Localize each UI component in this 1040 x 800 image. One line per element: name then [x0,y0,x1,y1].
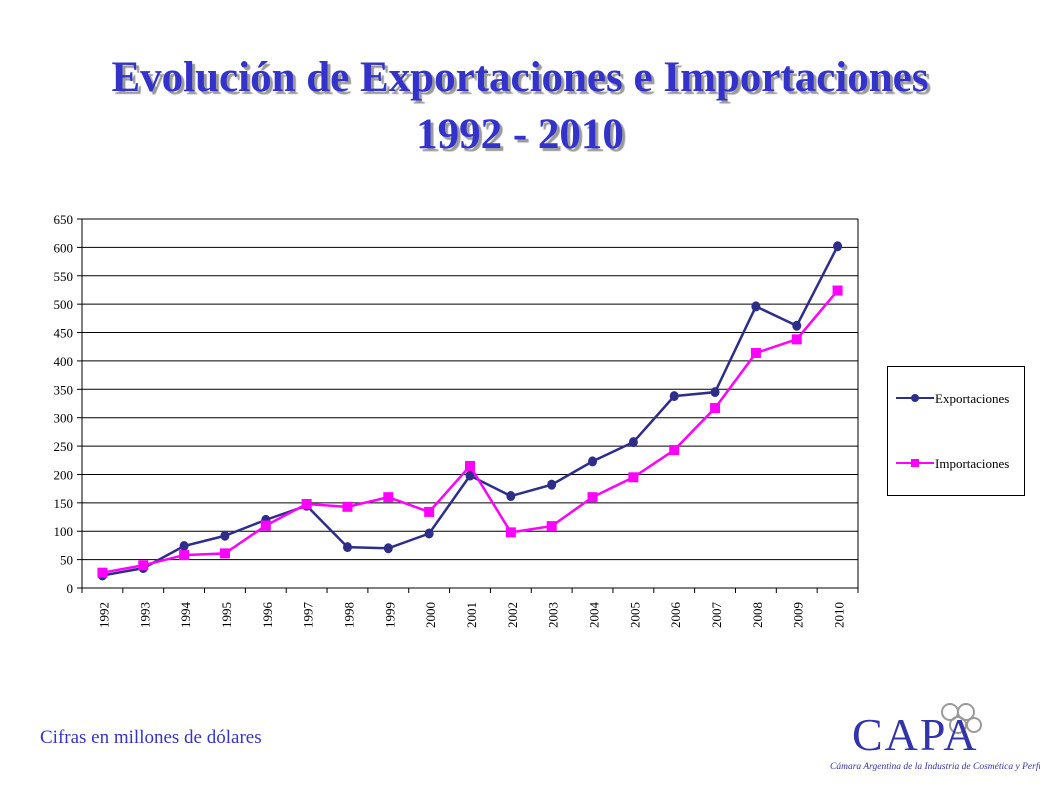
x-tick-label: 2002 [505,602,520,628]
point-exportaciones-2004 [588,456,598,467]
point-importaciones-2009 [791,334,802,345]
point-exportaciones-2005 [628,437,638,448]
x-tick-label: 2003 [546,602,561,628]
point-importaciones-2007 [710,403,721,414]
chart-legend: Exportaciones Importaciones [887,366,1025,496]
point-importaciones-1992 [97,567,108,578]
point-exportaciones-1998 [342,542,352,553]
y-tick-label: 650 [54,212,74,227]
point-importaciones-2002 [505,527,516,538]
x-tick-label: 1992 [96,602,111,628]
x-tick-label: 1993 [137,602,152,628]
y-tick-label: 600 [54,240,74,255]
point-exportaciones-2007 [710,387,720,398]
y-tick-label: 300 [54,411,74,426]
point-importaciones-2000 [424,506,435,517]
point-exportaciones-2008 [751,301,761,312]
point-importaciones-2004 [587,492,598,503]
legend-label-exportaciones: Exportaciones [935,391,1010,406]
y-tick-label: 150 [54,496,74,511]
y-tick-label: 400 [54,354,74,369]
y-tick-label: 450 [54,326,74,341]
x-tick-label: 2008 [750,602,765,628]
point-importaciones-2008 [750,347,761,358]
point-importaciones-2003 [546,521,557,532]
legend-marker-exportaciones [896,394,934,402]
y-tick-label: 250 [54,439,74,454]
y-tick-label: 500 [54,297,74,312]
x-tick-label: 1999 [382,602,397,628]
point-exportaciones-1995 [220,530,230,541]
legend-label-importaciones: Importaciones [935,456,1010,471]
x-tick-label: 1997 [301,602,316,629]
y-tick-label: 350 [54,382,74,397]
point-exportaciones-2003 [547,479,557,490]
x-tick-label: 2010 [832,602,847,628]
flower-icon [941,703,982,734]
y-tick-label: 100 [54,524,74,539]
point-importaciones-2001 [465,460,475,471]
chart-grid [81,218,859,589]
point-importaciones-2005 [628,472,639,483]
x-tick-label: 2009 [791,602,806,628]
point-exportaciones-2010 [833,241,843,252]
point-importaciones-1996 [260,520,271,531]
chart-series [97,241,843,581]
point-importaciones-1997 [301,498,312,509]
footnote-units: Cifras en millones de dólares [40,727,262,748]
x-axis-ticks: 1992 1993 1994 1995 1996 1997 1998 1999 2000 2001… [81,588,859,629]
y-tick-label: 0 [67,581,74,596]
series-line-exportaciones [102,245,839,577]
point-exportaciones-2001 [465,470,475,481]
point-exportaciones-1999 [383,543,393,554]
x-tick-label: 1994 [178,602,193,629]
chart-title-line1: Evolución de Exportaciones e Importacion… [111,54,929,101]
x-tick-label: 1995 [219,602,234,628]
chart-title-line2: 1992 - 2010 [416,111,624,158]
point-importaciones-1994 [179,550,190,561]
x-tick-label: 2000 [423,602,438,628]
y-axis-ticks: 0 50 100 150 200 250 300 350 400 450 500 550 600 650 [54,212,82,596]
point-exportaciones-2002 [506,491,516,502]
y-tick-label: 550 [54,269,74,284]
legend-item-importaciones: Importaciones [888,453,1026,473]
x-tick-label: 2006 [668,602,683,629]
x-tick-label: 1996 [260,602,275,629]
x-tick-label: 2004 [587,602,602,629]
point-importaciones-2006 [669,445,680,456]
point-importaciones-1998 [342,501,353,512]
point-exportaciones-2000 [424,528,434,539]
point-importaciones-1999 [383,492,394,503]
x-tick-label: 1998 [341,602,356,628]
legend-item-exportaciones: Exportaciones [888,388,1026,408]
logo-tagline: Cámara Argentina de la Industria de Cosm… [830,762,1040,772]
point-importaciones-1993 [138,560,149,571]
point-importaciones-1995 [219,548,230,559]
logo-name: CAPA [852,709,979,760]
x-tick-label: 2007 [709,602,724,629]
y-tick-label: 50 [60,553,73,568]
x-tick-label: 2001 [464,602,479,628]
capa-logo: CAPA Cámara Argentina de la Industria de… [830,698,1040,778]
x-tick-label: 2005 [627,602,642,628]
point-exportaciones-1994 [179,540,189,551]
point-importaciones-2010 [832,285,843,296]
y-tick-label: 200 [54,467,74,482]
legend-marker-importaciones [896,459,934,467]
point-exportaciones-2009 [792,320,802,331]
point-exportaciones-2006 [669,391,679,402]
